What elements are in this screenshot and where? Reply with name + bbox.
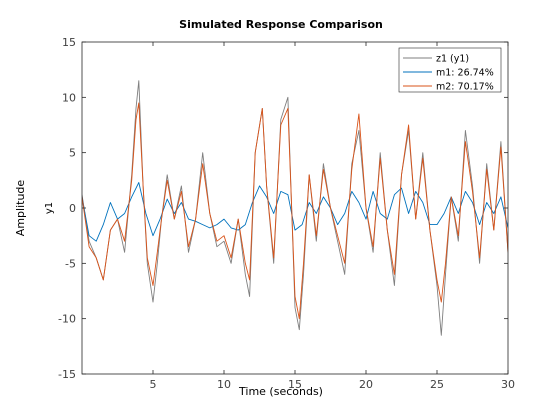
legend-entry: m1: 26.74% [436, 68, 494, 79]
x-tick-label: 5 [150, 378, 157, 391]
channel-label: y1 [44, 202, 55, 214]
plot-area [82, 42, 508, 374]
y-tick-label: 5 [69, 147, 76, 160]
y-tick-label: 15 [62, 36, 76, 49]
x-tick-label: 15 [288, 378, 302, 391]
y-tick-label: 10 [62, 91, 76, 104]
x-tick-label: 10 [217, 378, 231, 391]
x-tick-label: 25 [430, 378, 444, 391]
series-line-3 [82, 102, 508, 320]
x-tick-label: 20 [359, 378, 373, 391]
y-axis-label: Amplitude [14, 180, 27, 237]
legend-entry: z1 (y1) [436, 54, 469, 65]
y-tick-label: -5 [65, 257, 76, 270]
series-line-1 [82, 80, 508, 336]
legend: z1 (y1) m1: 26.74% m2: 70.17% [398, 47, 502, 93]
legend-entry: m2: 70.17% [436, 82, 494, 93]
legend-box [398, 47, 502, 93]
chart-title: Simulated Response Comparison [179, 18, 383, 31]
x-axis-label: Time (seconds) [238, 385, 323, 398]
y-tick-label: -10 [58, 313, 76, 326]
y-tick-label: -15 [58, 368, 76, 381]
x-tick-label: 30 [501, 378, 515, 391]
series-line-2 [82, 182, 508, 242]
y-tick-label: 0 [69, 202, 76, 215]
